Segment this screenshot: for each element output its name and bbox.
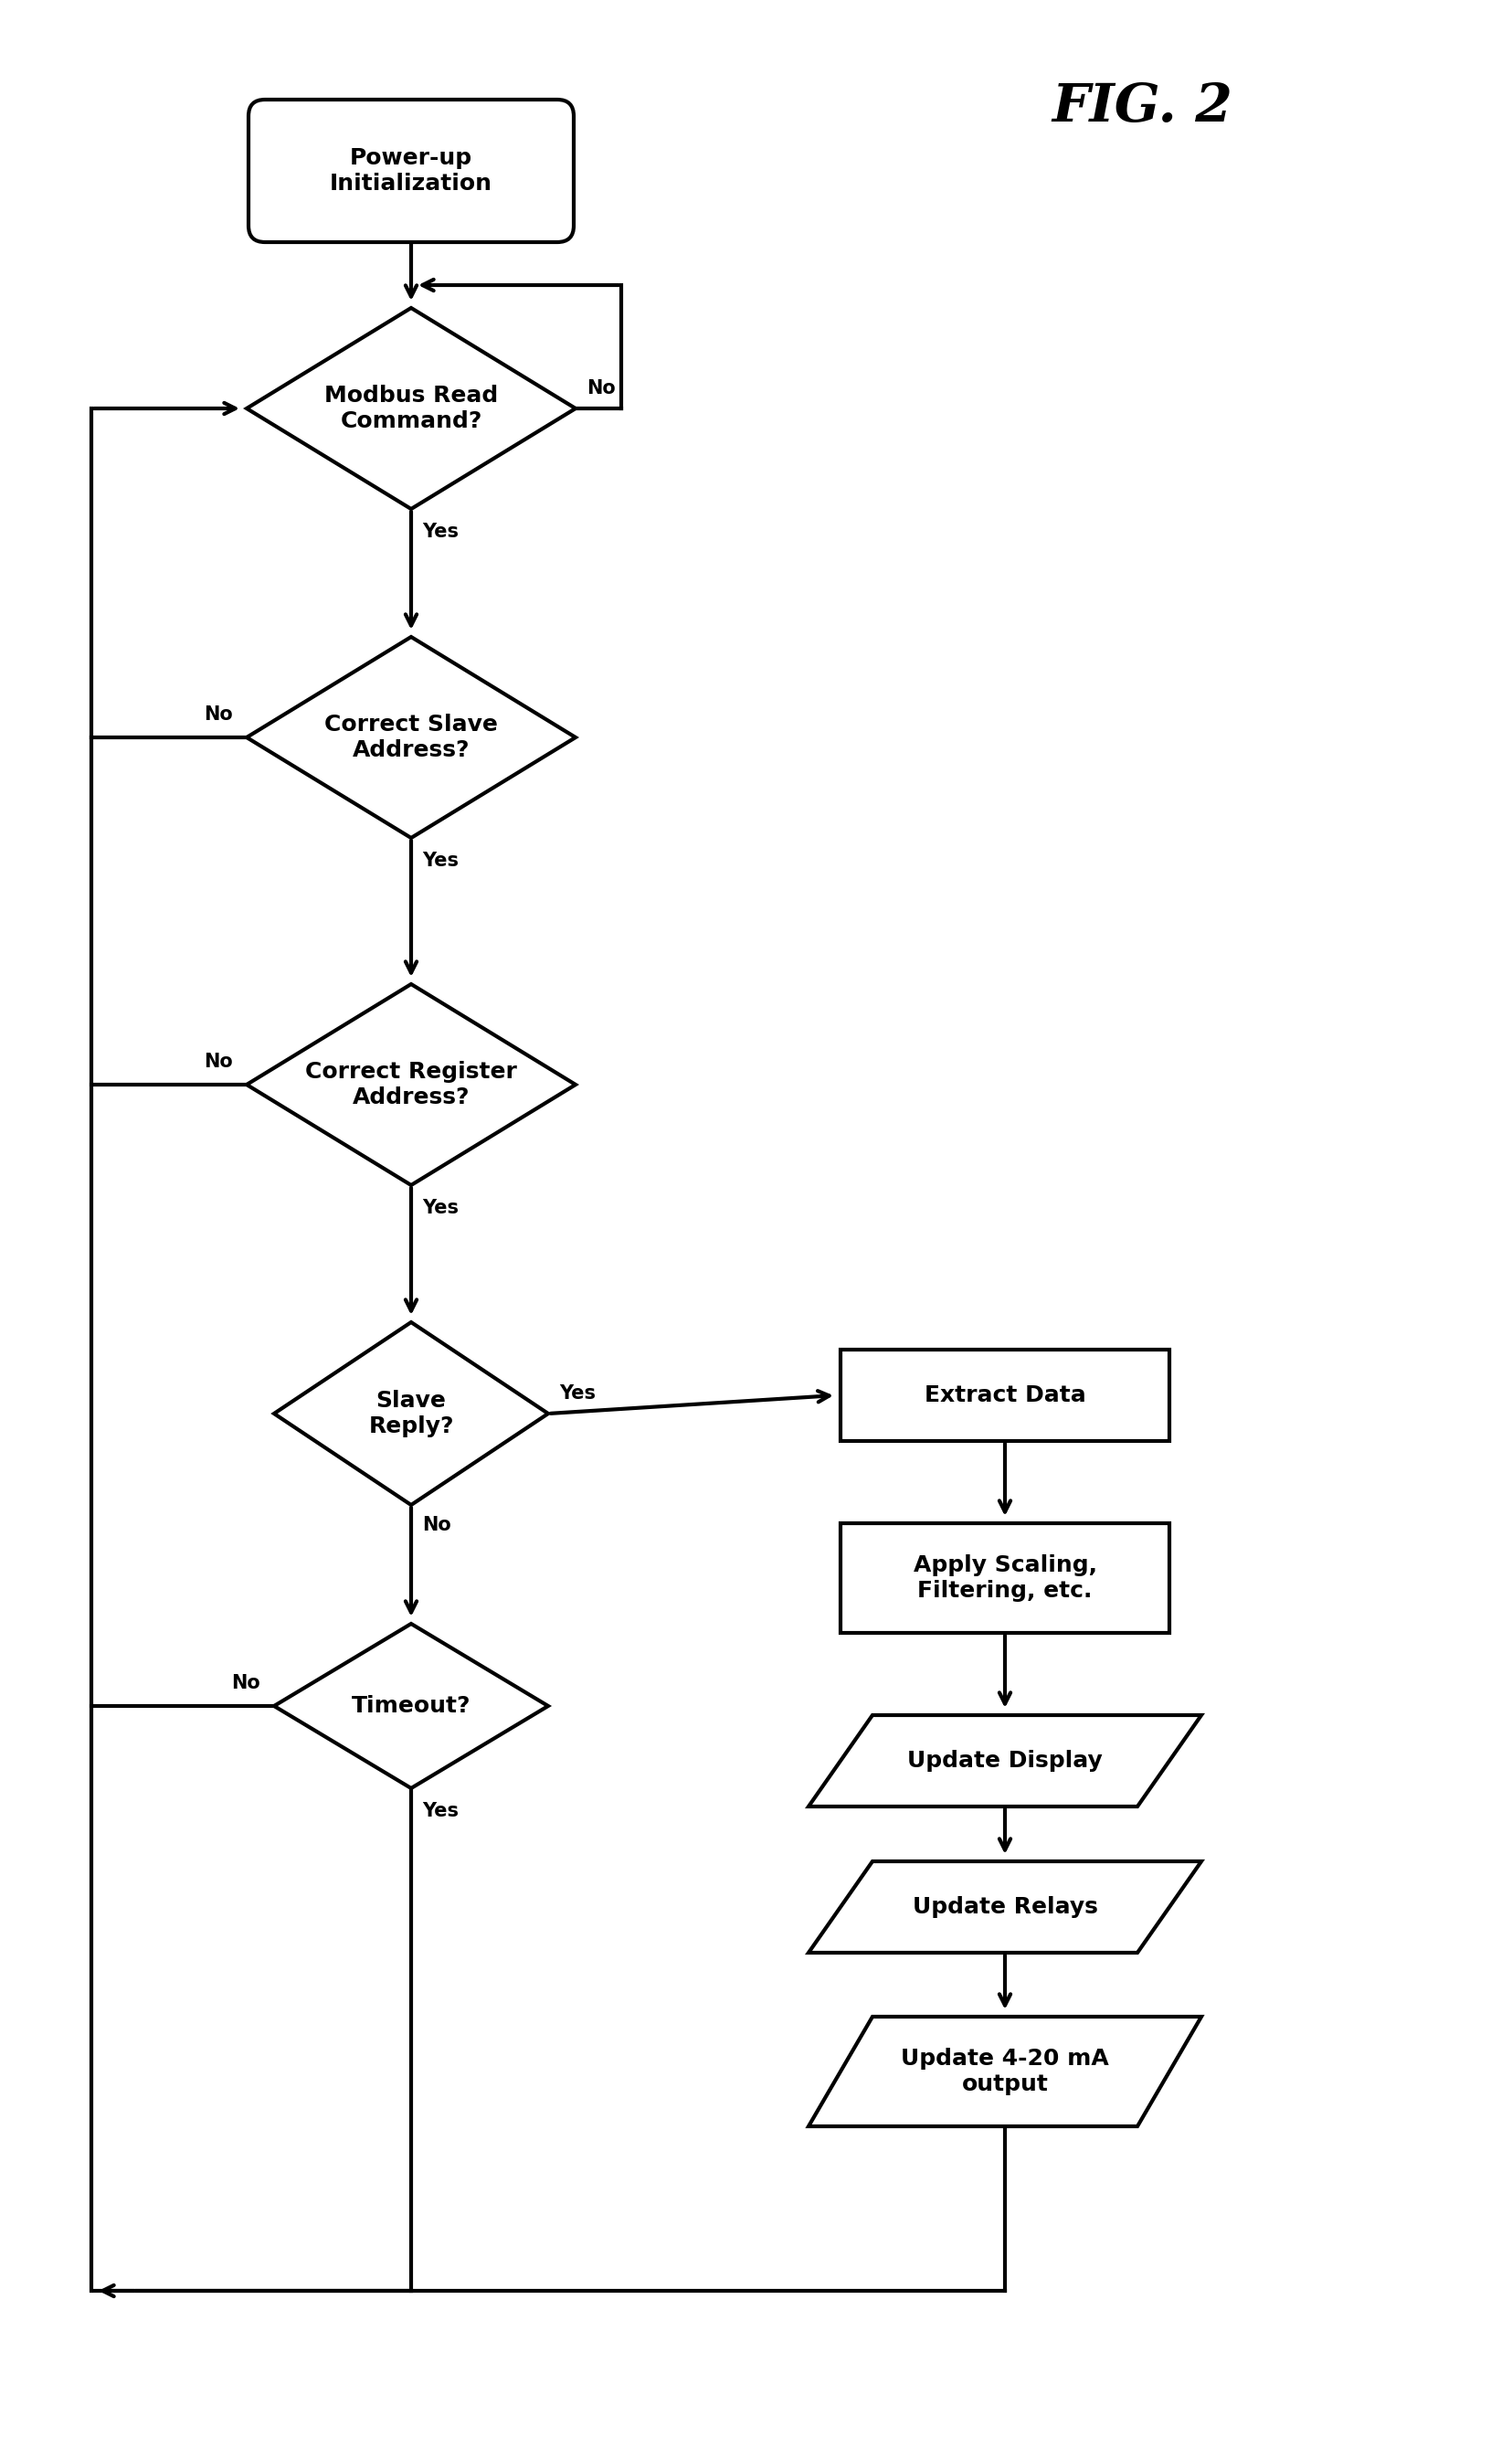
Text: Update 4-20 mA
output: Update 4-20 mA output: [901, 2047, 1108, 2096]
Text: No: No: [204, 1053, 233, 1070]
Text: Update Relays: Update Relays: [912, 1896, 1098, 1918]
Text: Update Display: Update Display: [907, 1750, 1102, 1772]
FancyBboxPatch shape: [248, 100, 573, 241]
Text: Yes: Yes: [422, 851, 458, 870]
Bar: [841, 1523, 1169, 1633]
Text: Modbus Read
Command?: Modbus Read Command?: [324, 385, 497, 431]
Polygon shape: [809, 1716, 1202, 1806]
Polygon shape: [274, 1623, 549, 1789]
Polygon shape: [246, 307, 576, 509]
Text: Slave
Reply?: Slave Reply?: [369, 1389, 454, 1438]
Text: FIG. 2: FIG. 2: [1052, 80, 1232, 132]
Text: Correct Slave
Address?: Correct Slave Address?: [325, 714, 497, 760]
Text: Yes: Yes: [422, 1801, 458, 1820]
Text: Yes: Yes: [559, 1384, 596, 1404]
Text: Extract Data: Extract Data: [924, 1384, 1086, 1406]
Polygon shape: [246, 985, 576, 1184]
Text: Power-up
Initialization: Power-up Initialization: [330, 146, 493, 195]
Text: Apply Scaling,
Filtering, etc.: Apply Scaling, Filtering, etc.: [913, 1555, 1096, 1601]
Text: No: No: [204, 704, 233, 724]
Polygon shape: [809, 2018, 1202, 2128]
Text: No: No: [422, 1516, 451, 1535]
Text: No: No: [587, 380, 615, 397]
Polygon shape: [246, 636, 576, 838]
Bar: [841, 1350, 1169, 1440]
Text: Timeout?: Timeout?: [351, 1696, 470, 1718]
Text: Correct Register
Address?: Correct Register Address?: [305, 1060, 517, 1109]
Text: No: No: [231, 1674, 260, 1691]
Polygon shape: [274, 1323, 549, 1506]
Text: Yes: Yes: [422, 522, 458, 541]
Text: Yes: Yes: [422, 1199, 458, 1216]
Polygon shape: [809, 1862, 1202, 1952]
